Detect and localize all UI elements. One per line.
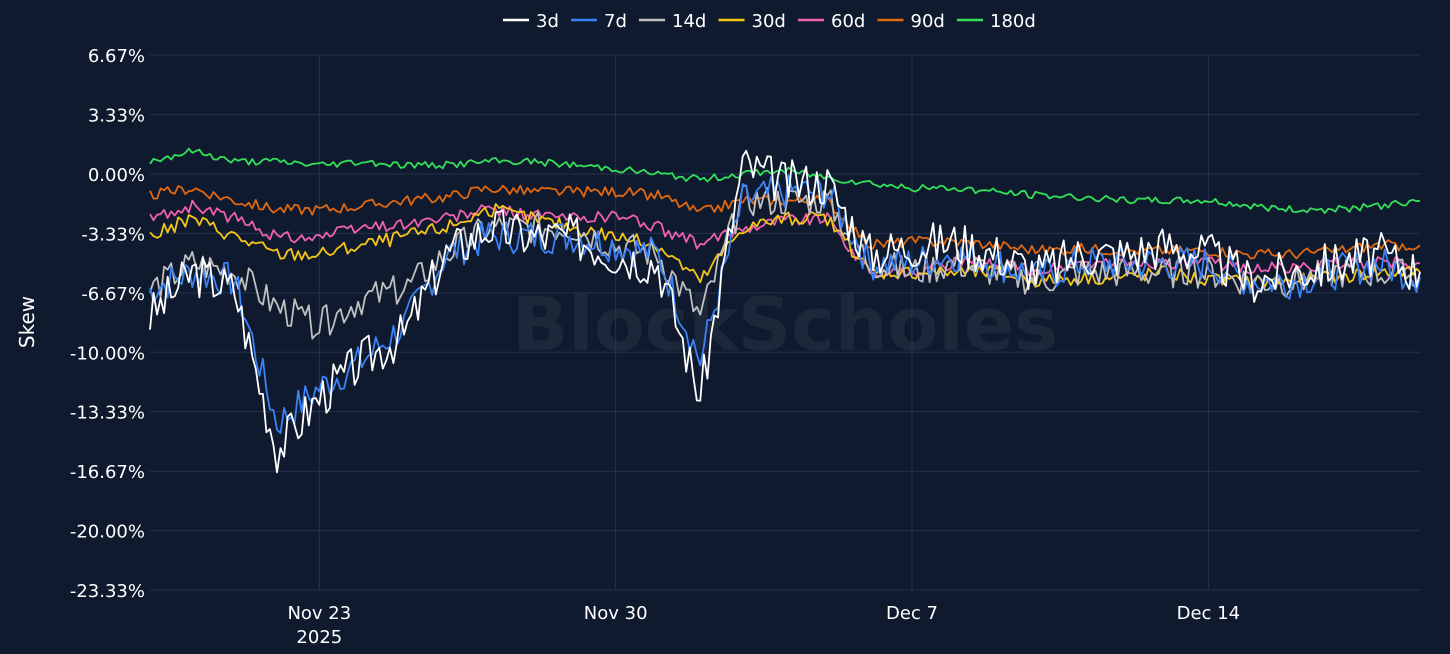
series-line-7d [149, 173, 1421, 434]
y-tick-label: 3.33% [88, 106, 145, 127]
series-line-180d [149, 147, 1421, 215]
x-tick-label: Dec 14 [1177, 603, 1240, 624]
legend-label-30d: 30d [752, 11, 786, 32]
y-tick-label: -23.33% [70, 581, 145, 602]
y-tick-label: -13.33% [70, 403, 145, 424]
x-tick-label: Nov 30 [584, 603, 648, 624]
y-tick-label: -3.33% [81, 224, 145, 245]
y-tick-label: -20.00% [70, 522, 145, 543]
x-axis: Nov 23 2025 Nov 30 Dec 7 Dec 14 [287, 603, 1240, 648]
y-tick-label: 6.67% [88, 46, 145, 67]
y-tick-label: -6.67% [81, 284, 145, 305]
x-tick-sublabel: 2025 [296, 627, 342, 648]
legend-label-14d: 14d [672, 11, 706, 32]
grid [150, 54, 1420, 591]
series-line-3d [149, 149, 1421, 474]
y-tick-label: 0.00% [88, 165, 145, 186]
y-tick-label: -16.67% [70, 462, 145, 483]
legend: 3d 7d 14d 30d 60d 90d 180d [503, 11, 1036, 32]
series-line-30d [149, 203, 1421, 289]
series-layer [149, 147, 1421, 474]
y-axis: 6.67% 3.33% 0.00% -3.33% -6.67% -10.00% -13.33… [70, 46, 145, 602]
legend-label-7d: 7d [604, 11, 627, 32]
y-tick-label: -10.00% [70, 343, 145, 364]
series-line-14d [149, 184, 1421, 340]
y-axis-title: Skew [15, 296, 39, 348]
legend-label-90d: 90d [911, 11, 945, 32]
legend-label-60d: 60d [831, 11, 865, 32]
legend-label-3d: 3d [536, 11, 559, 32]
x-tick-label: Dec 7 [886, 603, 938, 624]
legend-label-180d: 180d [990, 11, 1036, 32]
watermark: BlockScholes [512, 282, 1058, 368]
x-tick-label: Nov 23 [287, 603, 351, 624]
